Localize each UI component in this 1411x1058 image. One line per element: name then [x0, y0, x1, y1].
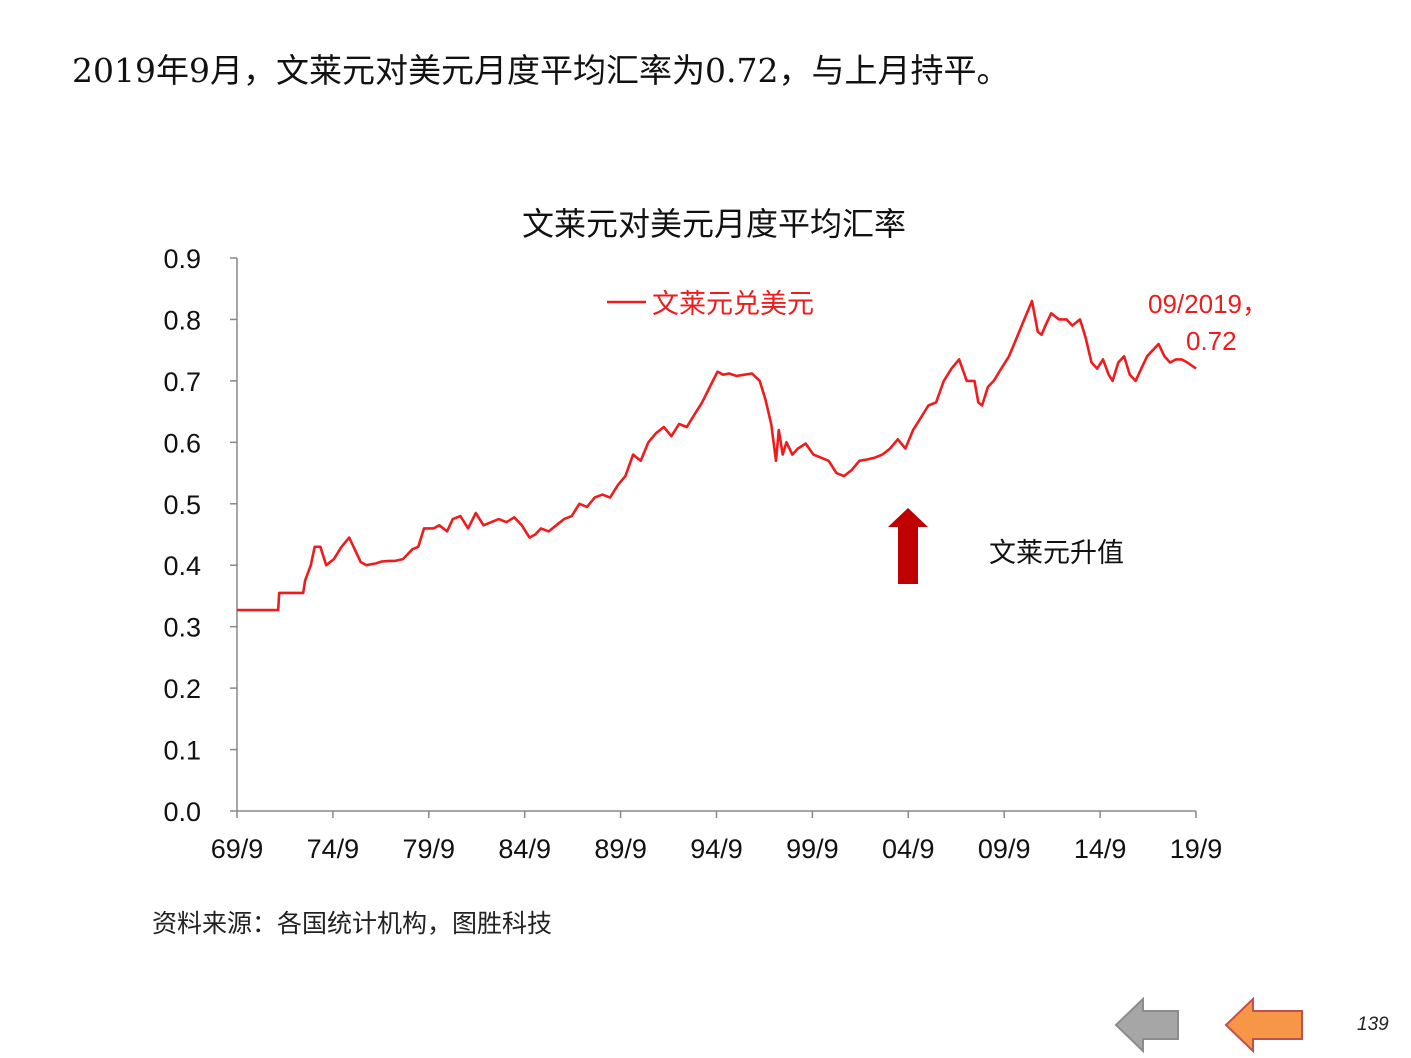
x-tick-label: 79/9 — [403, 834, 456, 864]
y-tick-label: 0.1 — [163, 736, 201, 766]
nav-forward-button[interactable] — [1224, 996, 1303, 1054]
left-arrow-icon[interactable] — [1224, 996, 1303, 1054]
left-arrow-icon[interactable] — [1114, 996, 1179, 1054]
y-tick-label: 0.9 — [163, 244, 201, 274]
y-tick-label: 0.5 — [163, 490, 201, 520]
x-tick-label: 09/9 — [978, 834, 1031, 864]
x-tick-label: 94/9 — [690, 834, 743, 864]
x-tick-label: 99/9 — [786, 834, 839, 864]
x-tick-label: 69/9 — [211, 834, 264, 864]
source-note: 资料来源：各国统计机构，图胜科技 — [152, 909, 553, 938]
up-arrow-icon — [888, 508, 928, 584]
slide-headline: 2019年9月，文莱元对美元月度平均汇率为0.72，与上月持平。 — [72, 51, 1010, 90]
y-tick-label: 0.3 — [163, 613, 201, 643]
y-tick-label: 0.0 — [163, 797, 201, 827]
y-tick-label: 0.6 — [163, 428, 201, 458]
x-tick-label: 04/9 — [882, 834, 935, 864]
y-tick-label: 0.8 — [163, 305, 201, 335]
x-tick-label: 74/9 — [307, 834, 360, 864]
annotation-latest-date: 09/2019， — [1148, 289, 1268, 319]
legend-label: 文莱元兑美元 — [652, 289, 814, 319]
chart-title: 文莱元对美元月度平均汇率 — [522, 206, 906, 242]
series-line-bnd-usd — [237, 299, 1197, 612]
y-tick-label: 0.2 — [163, 674, 201, 704]
x-tick-label: 84/9 — [498, 834, 551, 864]
x-axis-ticks: 69/9 74/9 79/9 84/9 89/9 94/9 99/9 04/9 09/9 14/9… — [211, 811, 1223, 864]
y-tick-label: 0.7 — [163, 367, 201, 397]
chart-legend: 文莱元兑美元 — [607, 289, 814, 319]
annotation-appreciation: 文莱元升值 — [989, 538, 1124, 568]
x-tick-label: 19/9 — [1170, 834, 1223, 864]
x-tick-label: 14/9 — [1074, 834, 1127, 864]
chart-axes — [236, 258, 1196, 812]
y-axis-ticks: 0.0 0.1 0.2 0.3 0.4 0.5 0.6 0.7 0.8 0.9 — [163, 244, 237, 827]
annotation-latest-value: 0.72 — [1186, 326, 1237, 356]
y-tick-label: 0.4 — [163, 551, 201, 581]
nav-back-button[interactable] — [1114, 996, 1179, 1054]
x-tick-label: 89/9 — [594, 834, 647, 864]
page-number: 139 — [1357, 1014, 1389, 1035]
